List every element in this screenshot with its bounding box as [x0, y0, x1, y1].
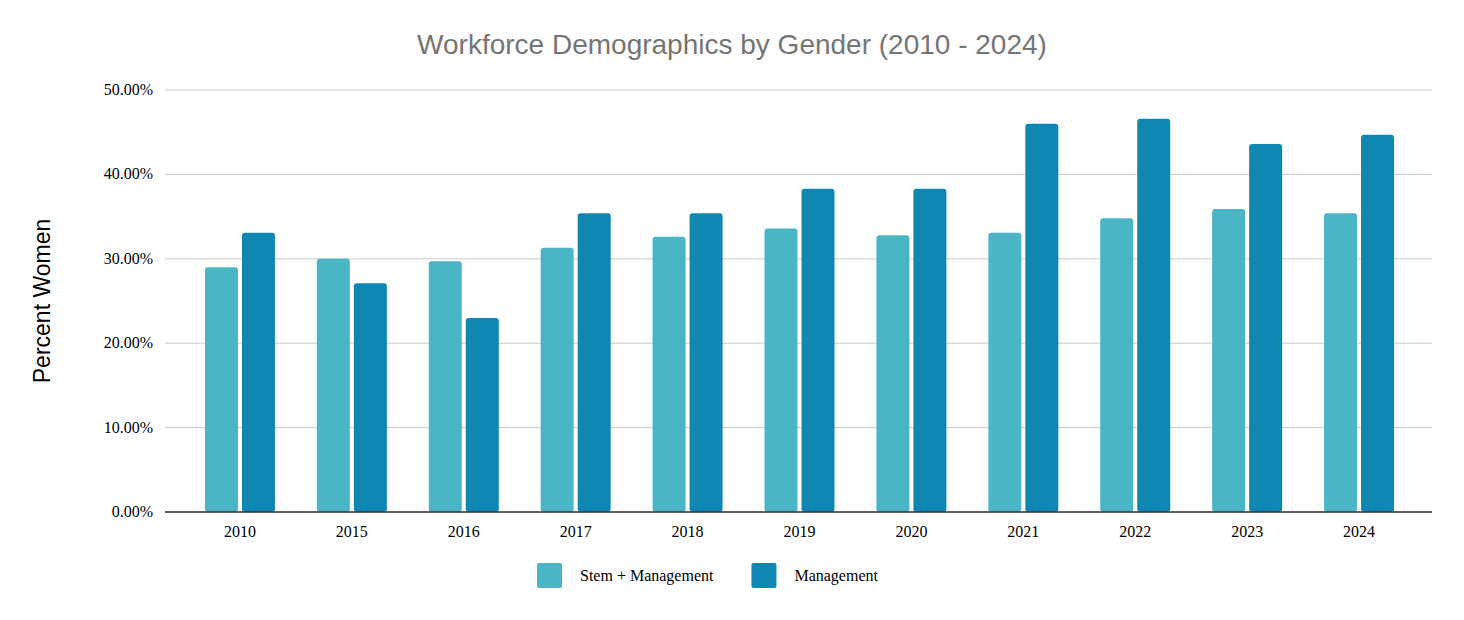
x-tick-label: 2017 — [560, 523, 592, 540]
bar — [242, 233, 275, 512]
x-tick-label: 2018 — [672, 523, 704, 540]
bar — [1025, 124, 1058, 512]
bar — [205, 267, 238, 512]
x-tick-label: 2010 — [224, 523, 256, 540]
y-tick-label: 20.00% — [104, 334, 153, 351]
x-axis-line — [165, 511, 1432, 513]
x-tick-label: 2019 — [784, 523, 816, 540]
bar — [653, 237, 686, 512]
y-tick-label: 40.00% — [104, 165, 153, 182]
x-tick-label: 2022 — [1119, 523, 1151, 540]
x-tick-label: 2016 — [448, 523, 480, 540]
y-axis-label: Percent Women — [29, 219, 55, 383]
x-tick-label: 2023 — [1231, 523, 1263, 540]
chart: Workforce Demographics by Gender (2010 -… — [0, 0, 1464, 620]
legend-label: Stem + Management — [580, 567, 714, 585]
x-tick-label: 2015 — [336, 523, 368, 540]
bar — [765, 228, 798, 512]
bar — [1324, 213, 1357, 512]
bar — [1212, 209, 1245, 512]
bar — [876, 235, 909, 512]
x-tick-label: 2021 — [1007, 523, 1039, 540]
bar — [913, 189, 946, 512]
x-tick-label: 2020 — [895, 523, 927, 540]
bar — [1100, 218, 1133, 512]
x-tick-label: 2024 — [1343, 523, 1375, 540]
y-tick-label: 50.00% — [104, 81, 153, 98]
y-tick-label: 0.00% — [112, 503, 153, 520]
bar — [354, 283, 387, 512]
grid-line — [165, 90, 1432, 91]
legend-swatch — [537, 563, 562, 588]
bar — [802, 189, 835, 512]
bar — [1137, 119, 1170, 512]
bar — [690, 213, 723, 512]
grid-line — [165, 512, 1432, 513]
bar — [317, 259, 350, 512]
bars — [205, 119, 1394, 512]
legend: Stem + Management Management — [537, 563, 879, 588]
y-tick-label: 30.00% — [104, 250, 153, 267]
bar — [466, 318, 499, 512]
bar — [429, 261, 462, 512]
legend-swatch — [751, 563, 776, 588]
bar — [541, 248, 574, 512]
bar — [578, 213, 611, 512]
y-tick-label: 10.00% — [104, 419, 153, 436]
bar — [988, 233, 1021, 512]
bar — [1361, 135, 1394, 512]
bar — [1249, 144, 1282, 512]
title: Workforce Demographics by Gender (2010 -… — [417, 29, 1047, 60]
legend-label: Management — [794, 567, 878, 585]
grid-line — [165, 174, 1432, 175]
